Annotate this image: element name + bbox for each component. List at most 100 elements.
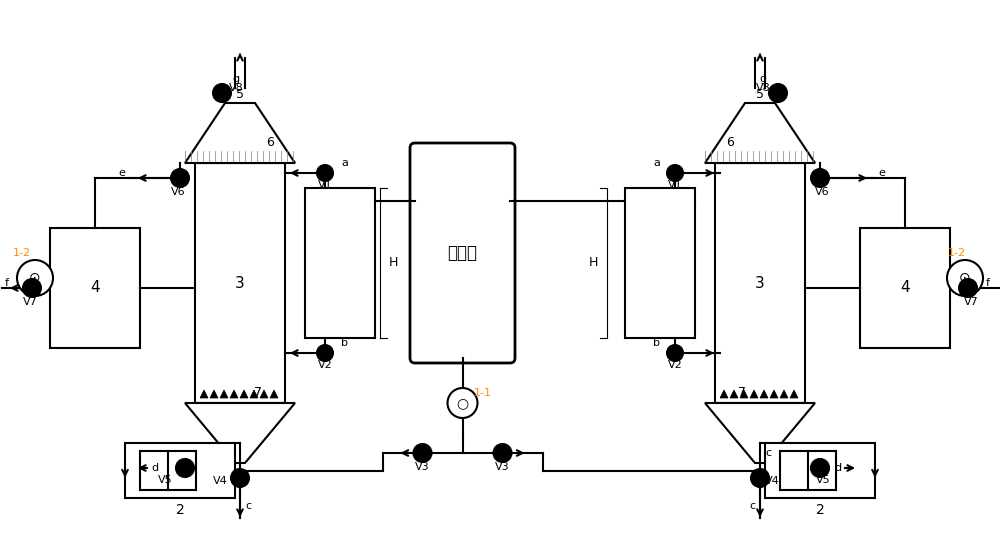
Text: 6: 6 <box>726 136 734 149</box>
Text: V5: V5 <box>158 475 172 485</box>
Circle shape <box>231 469 249 487</box>
Polygon shape <box>705 403 815 463</box>
Circle shape <box>448 388 478 418</box>
Text: 4: 4 <box>90 280 100 295</box>
Polygon shape <box>770 390 778 398</box>
Text: a: a <box>654 158 660 168</box>
Text: 1-1: 1-1 <box>474 388 492 398</box>
Circle shape <box>811 459 829 477</box>
Bar <box>765 443 875 498</box>
Polygon shape <box>750 390 758 398</box>
Polygon shape <box>730 390 738 398</box>
Polygon shape <box>790 390 798 398</box>
Text: 燃烧器: 燃烧器 <box>448 244 478 262</box>
Text: V8: V8 <box>756 83 770 93</box>
Polygon shape <box>760 390 768 398</box>
Polygon shape <box>780 390 788 398</box>
Text: V1: V1 <box>318 180 332 190</box>
Polygon shape <box>250 390 258 398</box>
Polygon shape <box>270 390 278 398</box>
Text: ⊙: ⊙ <box>959 271 971 285</box>
Circle shape <box>23 279 41 297</box>
Bar <box>195 163 285 403</box>
Text: V8: V8 <box>229 83 243 93</box>
Polygon shape <box>220 390 228 398</box>
Text: d: d <box>151 463 159 473</box>
Text: V3: V3 <box>495 462 510 472</box>
Circle shape <box>494 444 512 462</box>
Circle shape <box>317 165 333 181</box>
Text: 4: 4 <box>900 280 910 295</box>
Text: V1: V1 <box>668 180 682 190</box>
Text: V5: V5 <box>816 475 830 485</box>
Text: V7: V7 <box>964 297 978 307</box>
Text: c: c <box>245 501 251 511</box>
Text: 2: 2 <box>816 503 824 517</box>
Text: d: d <box>834 463 842 473</box>
Text: V3: V3 <box>415 462 430 472</box>
Circle shape <box>811 169 829 187</box>
Text: 5: 5 <box>756 88 764 101</box>
Polygon shape <box>240 390 248 398</box>
Text: g: g <box>232 74 240 84</box>
Text: 6: 6 <box>266 136 274 149</box>
Circle shape <box>751 469 769 487</box>
Circle shape <box>171 169 189 187</box>
Text: ⊙: ⊙ <box>29 271 41 285</box>
Bar <box>860 228 950 348</box>
Text: 1-2: 1-2 <box>948 248 966 258</box>
Circle shape <box>213 84 231 102</box>
Text: e: e <box>119 168 125 178</box>
FancyBboxPatch shape <box>410 143 515 363</box>
Text: 7: 7 <box>738 386 746 400</box>
Text: f: f <box>986 278 990 288</box>
Circle shape <box>959 279 977 297</box>
Text: 5: 5 <box>236 88 244 101</box>
Circle shape <box>769 84 787 102</box>
Polygon shape <box>185 403 295 463</box>
Text: e: e <box>879 168 885 178</box>
Text: 3: 3 <box>235 276 245 290</box>
Text: 1-2: 1-2 <box>13 248 31 258</box>
Text: a: a <box>342 158 348 168</box>
Bar <box>625 188 695 338</box>
Circle shape <box>667 345 683 361</box>
Text: 7: 7 <box>254 386 262 400</box>
Text: c: c <box>765 448 771 458</box>
Text: g: g <box>759 74 767 84</box>
Circle shape <box>667 165 683 181</box>
Text: V7: V7 <box>23 297 37 307</box>
Bar <box>50 228 140 348</box>
Polygon shape <box>210 390 218 398</box>
Text: V6: V6 <box>815 187 829 197</box>
Text: c: c <box>749 501 755 511</box>
Text: V6: V6 <box>171 187 185 197</box>
Bar <box>305 188 375 338</box>
Bar <box>715 163 805 403</box>
Circle shape <box>176 459 194 477</box>
Text: V4: V4 <box>765 476 779 486</box>
Polygon shape <box>740 390 748 398</box>
Text: H: H <box>388 256 398 270</box>
Text: 2: 2 <box>176 503 184 517</box>
Polygon shape <box>260 390 268 398</box>
Circle shape <box>17 260 53 296</box>
Circle shape <box>947 260 983 296</box>
Bar <box>125 443 235 498</box>
Text: b: b <box>654 338 660 348</box>
Text: f: f <box>5 278 9 288</box>
Text: V4: V4 <box>213 476 227 486</box>
Text: H: H <box>588 256 598 270</box>
Circle shape <box>414 444 432 462</box>
Polygon shape <box>200 390 208 398</box>
Polygon shape <box>720 390 728 398</box>
Text: V2: V2 <box>318 360 332 370</box>
Circle shape <box>317 345 333 361</box>
Text: b: b <box>342 338 349 348</box>
Text: 3: 3 <box>755 276 765 290</box>
Text: ○: ○ <box>456 396 469 410</box>
Polygon shape <box>705 103 815 163</box>
Text: V2: V2 <box>668 360 682 370</box>
Polygon shape <box>230 390 238 398</box>
Polygon shape <box>185 103 295 163</box>
